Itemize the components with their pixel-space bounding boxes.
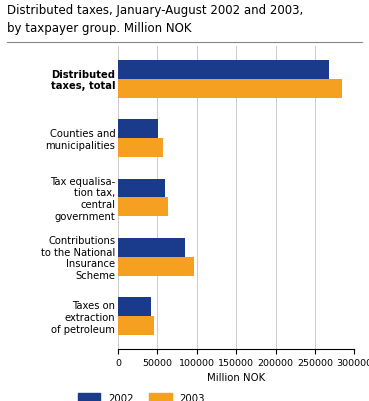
Text: by taxpayer group. Million NOK: by taxpayer group. Million NOK xyxy=(7,22,192,35)
Bar xyxy=(118,257,194,276)
Bar xyxy=(118,79,342,98)
Bar xyxy=(118,178,165,198)
X-axis label: Million NOK: Million NOK xyxy=(207,373,265,383)
Text: Distributed taxes, January-August 2002 and 2003,: Distributed taxes, January-August 2002 a… xyxy=(7,4,304,17)
Bar xyxy=(118,138,163,157)
Bar xyxy=(118,119,158,138)
Bar xyxy=(118,198,168,217)
Bar xyxy=(118,316,154,335)
Bar xyxy=(118,238,185,257)
Legend: 2002, 2003: 2002, 2003 xyxy=(74,389,209,401)
Bar xyxy=(118,297,151,316)
Bar xyxy=(118,60,329,79)
